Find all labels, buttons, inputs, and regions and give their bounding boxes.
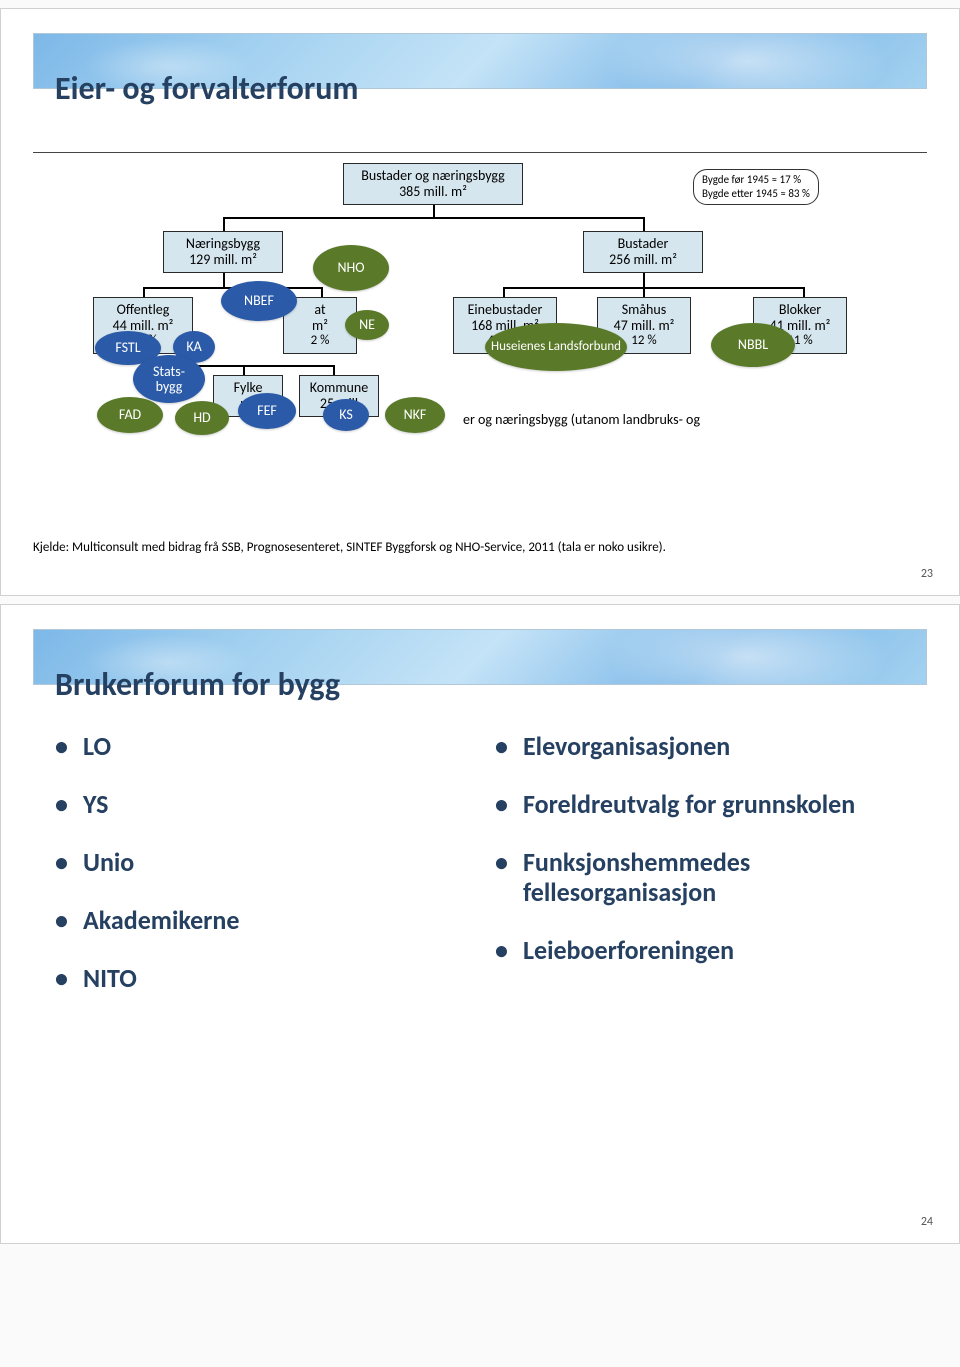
slide-2: Brukerforum for bygg LO YS Unio Akademik…	[0, 604, 960, 1244]
box-root-l2: 385 mill. m²	[399, 183, 467, 200]
box-priv-l3: 2 %	[290, 334, 350, 349]
box-eine-l1: Einebustader	[460, 302, 550, 318]
box-sma-l1: Småhus	[604, 302, 684, 318]
list-item: LO	[55, 732, 465, 762]
ov-fef: FEF	[238, 393, 296, 429]
age-annotation: Bygde før 1945 ≈ 17 % Bygde etter 1945 ≈…	[693, 169, 819, 205]
ov-ne: NE	[345, 310, 389, 340]
right-column: Elevorganisasjonen Foreldreutvalg for gr…	[495, 732, 905, 1021]
page-number: 23	[921, 567, 933, 581]
slide-1: Eier- og forvalterforum Bustader og næri…	[0, 8, 960, 596]
box-bustader-l1: Bustader	[590, 236, 696, 252]
annot-l2: Bygde etter 1945 ≈ 83 %	[702, 187, 810, 201]
slide-title-2: Brukerforum for bygg	[55, 665, 927, 704]
list-item: Elevorganisasjonen	[495, 732, 905, 762]
ov-hd: HD	[175, 401, 229, 435]
box-sma-l2: 47 mill. m²	[604, 318, 684, 334]
annot-l1: Bygde før 1945 ≈ 17 %	[702, 173, 810, 187]
box-blokk-l1: Blokker	[760, 302, 840, 318]
box-off-l1: Offentleg	[100, 302, 186, 318]
list-item: Leieboerforeningen	[495, 936, 905, 966]
ov-hl: Huseienes Landsforbund	[485, 323, 627, 371]
ov-fad: FAD	[97, 397, 163, 433]
source-line: Kjelde: Multiconsult med bidrag frå SSB,…	[33, 540, 927, 555]
box-root: Bustader og næringsbygg 385 mill. m²	[343, 163, 523, 205]
box-naering-l2: 129 mill. m²	[170, 252, 276, 268]
list-item: NITO	[55, 964, 465, 994]
box-root-l1: Bustader og næringsbygg	[350, 168, 516, 184]
list-item: Funksjonshemmedes fellesorganisasjon	[495, 848, 905, 908]
box-komm-l1: Kommune	[306, 380, 372, 396]
ov-nho: NHO	[313, 245, 389, 291]
box-priv-l1: at	[290, 302, 350, 318]
ov-stats: Stats- bygg	[133, 355, 205, 403]
box-bustader-l2: 256 mill. m²	[590, 252, 696, 268]
list-item: Unio	[55, 848, 465, 878]
box-priv-l2: m²	[290, 318, 350, 334]
list-item: Akademikerne	[55, 906, 465, 936]
box-bustader: Bustader 256 mill. m²	[583, 231, 703, 273]
cut-caption: er og næringsbygg (utanom landbruks- og	[463, 411, 700, 428]
ov-nbef: NBEF	[221, 281, 297, 321]
bullet-columns: LO YS Unio Akademikerne NITO Elevorganis…	[55, 732, 905, 1021]
slide-title: Eier- og forvalterforum	[55, 69, 927, 108]
list-item: YS	[55, 790, 465, 820]
box-naering: Næringsbygg 129 mill. m²	[163, 231, 283, 273]
ov-nbbl: NBBL	[711, 323, 795, 367]
page-number-2: 24	[921, 1215, 933, 1229]
left-column: LO YS Unio Akademikerne NITO	[55, 732, 465, 1021]
list-item: Foreldreutvalg for grunnskolen	[495, 790, 905, 820]
ov-ks: KS	[323, 399, 369, 431]
box-naering-l1: Næringsbygg	[170, 236, 276, 252]
org-diagram: Bustader og næringsbygg 385 mill. m² Nær…	[33, 152, 927, 532]
ov-nkf: NKF	[385, 397, 445, 433]
